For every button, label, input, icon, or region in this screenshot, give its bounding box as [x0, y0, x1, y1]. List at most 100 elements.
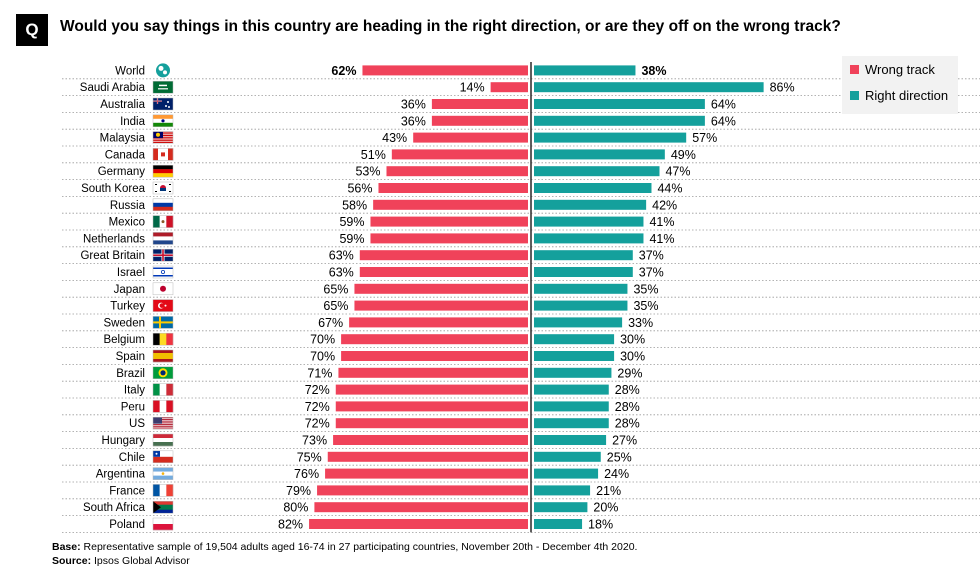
saudi-arabia-flag-icon [152, 80, 174, 94]
bar-wrong-track-south-korea [378, 183, 528, 193]
data-label-right-direction-belgium: 30% [620, 333, 645, 347]
category-label-france: France [109, 485, 145, 497]
source-label: Source: [52, 555, 92, 567]
bar-wrong-track-sweden [349, 317, 528, 328]
data-label-wrong-track-russia: 58% [342, 198, 367, 212]
bar-right-direction-poland [534, 519, 583, 529]
category-label-saudi-arabia: Saudi Arabia [80, 82, 146, 94]
data-label-right-direction-brazil: 29% [617, 366, 642, 380]
bar-wrong-track-india [431, 115, 528, 126]
legend: Wrong track Right direction [842, 56, 958, 114]
legend-swatch-wrong-track [850, 65, 859, 74]
bar-wrong-track-australia [431, 99, 528, 109]
bar-right-direction-mexico [534, 216, 644, 227]
south-korea-flag-icon [152, 181, 174, 195]
us-flag-icon [152, 416, 174, 430]
category-label-germany: Germany [98, 166, 146, 178]
category-label-italy: Italy [124, 385, 145, 397]
bar-right-direction-japan [534, 283, 628, 294]
bar-wrong-track-russia [373, 199, 528, 210]
data-label-right-direction-russia: 42% [652, 198, 677, 212]
bar-wrong-track-germany [386, 166, 528, 177]
bar-right-direction-brazil [534, 367, 612, 378]
bar-wrong-track-hungary [333, 435, 528, 445]
canada-flag-icon [152, 148, 174, 161]
bar-wrong-track-peru [335, 401, 528, 412]
brazil-flag-icon [152, 366, 174, 380]
bar-wrong-track-israel [359, 267, 528, 277]
data-label-wrong-track-great-britain: 63% [329, 249, 354, 263]
bar-right-direction-france [534, 485, 591, 496]
bar-wrong-track-great-britain [359, 250, 528, 261]
bar-wrong-track-poland [309, 519, 528, 529]
base-label: Base: [52, 541, 81, 553]
bar-right-direction-peru [534, 401, 609, 412]
data-label-wrong-track-brazil: 71% [307, 366, 332, 380]
bar-wrong-track-brazil [338, 367, 528, 378]
data-label-right-direction-saudi-arabia: 86% [770, 81, 795, 95]
bar-wrong-track-canada [391, 149, 528, 160]
bar-right-direction-south-korea [534, 183, 652, 193]
bar-right-direction-italy [534, 384, 609, 395]
data-label-wrong-track-italy: 72% [305, 383, 330, 397]
italy-flag-icon [152, 383, 174, 396]
bar-right-direction-sweden [534, 317, 623, 328]
category-label-world: World [115, 65, 145, 77]
bar-wrong-track-spain [341, 351, 528, 361]
bar-right-direction-belgium [534, 334, 615, 345]
category-label-sweden: Sweden [103, 317, 145, 329]
data-label-right-direction-peru: 28% [615, 400, 640, 414]
bar-wrong-track-japan [354, 283, 528, 294]
category-label-turkey: Turkey [110, 301, 145, 313]
category-label-chile: Chile [119, 452, 145, 464]
bar-wrong-track-italy [335, 384, 528, 395]
data-label-right-direction-hungary: 27% [612, 434, 637, 448]
malaysia-flag-icon [152, 131, 174, 144]
category-label-israel: Israel [117, 267, 145, 279]
category-label-malaysia: Malaysia [100, 133, 146, 145]
data-label-right-direction-world: 38% [641, 64, 666, 78]
bar-wrong-track-argentina [325, 468, 528, 479]
data-label-right-direction-italy: 28% [615, 383, 640, 397]
bar-right-direction-hungary [534, 435, 607, 445]
argentina-flag-icon [152, 467, 174, 480]
bar-right-direction-malaysia [534, 132, 687, 143]
data-label-right-direction-turkey: 35% [633, 299, 658, 313]
chart-title: Would you say things in this country are… [60, 18, 841, 35]
bar-right-direction-india [534, 115, 705, 126]
bar-wrong-track-netherlands [370, 233, 528, 244]
netherlands-flag-icon [152, 232, 174, 245]
data-label-right-direction-australia: 64% [711, 98, 736, 112]
base-note: Base: Representative sample of 19,504 ad… [52, 541, 637, 553]
data-label-right-direction-us: 28% [615, 417, 640, 431]
bar-wrong-track-chile [327, 451, 528, 462]
data-label-wrong-track-south-korea: 56% [347, 182, 372, 196]
category-label-argentina: Argentina [96, 469, 146, 481]
data-label-wrong-track-australia: 36% [401, 98, 426, 112]
turkey-flag-icon [152, 299, 174, 312]
category-label-mexico: Mexico [109, 217, 145, 229]
category-label-india: India [120, 116, 146, 128]
data-label-right-direction-netherlands: 41% [649, 232, 674, 246]
data-label-right-direction-great-britain: 37% [639, 249, 664, 263]
peru-flag-icon [152, 400, 174, 413]
south-africa-flag-icon [152, 500, 174, 514]
category-label-hungary: Hungary [102, 435, 146, 447]
data-label-wrong-track-france: 79% [286, 484, 311, 498]
category-label-spain: Spain [116, 351, 145, 363]
chile-flag-icon [152, 450, 174, 464]
category-label-poland: Poland [109, 519, 145, 531]
data-label-right-direction-mexico: 41% [649, 215, 674, 229]
belgium-flag-icon [152, 332, 174, 346]
bar-right-direction-argentina [534, 468, 599, 479]
question-badge: Q [16, 14, 48, 46]
india-flag-icon [152, 114, 174, 128]
data-label-wrong-track-chile: 75% [297, 450, 322, 464]
bar-right-direction-great-britain [534, 250, 633, 261]
bar-right-direction-russia [534, 199, 647, 210]
data-label-wrong-track-germany: 53% [355, 165, 380, 179]
data-label-wrong-track-saudi-arabia: 14% [460, 81, 485, 95]
data-label-wrong-track-israel: 63% [329, 266, 354, 280]
data-label-right-direction-malaysia: 57% [692, 131, 717, 145]
